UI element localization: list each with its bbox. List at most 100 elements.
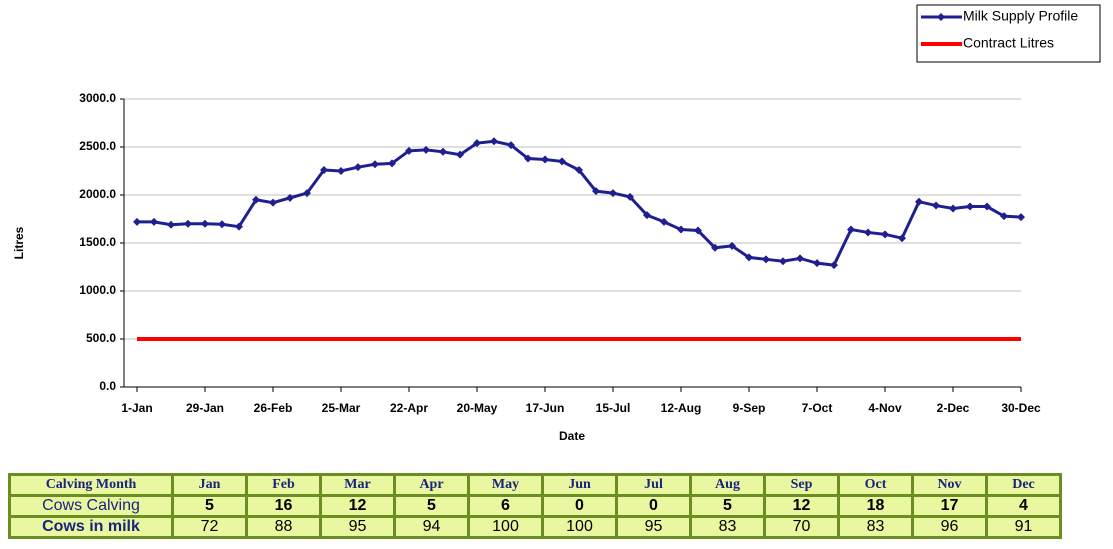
data-point <box>184 219 192 228</box>
data-point <box>660 217 668 226</box>
y-tick-label: 3000.0 <box>79 91 116 105</box>
data-point <box>354 163 362 172</box>
data-point <box>473 139 481 148</box>
calving-table: Calving Month Jan Feb Mar Apr May Jun Jul Aug Sep… <box>8 473 1062 539</box>
table-cell: Apr <box>393 473 470 497</box>
legend-marker <box>937 13 945 21</box>
table-cell: 88 <box>245 515 322 539</box>
y-tick-label: 2500.0 <box>79 139 116 153</box>
x-tick-label: 26-Feb <box>254 401 293 415</box>
table-cell: Aug <box>689 473 766 497</box>
data-point <box>609 189 617 198</box>
table-cell: 16 <box>245 494 322 518</box>
table-cell: 18 <box>837 494 914 518</box>
data-point <box>881 230 889 239</box>
data-point <box>405 146 413 155</box>
table-cell: 72 <box>171 515 248 539</box>
table-cell: 5 <box>689 494 766 518</box>
data-point <box>745 253 753 262</box>
table-cell: 95 <box>615 515 692 539</box>
x-tick-label: 29-Jan <box>186 401 224 415</box>
data-point <box>422 145 430 154</box>
x-tick-label: 4-Nov <box>868 401 902 415</box>
table-cell: 6 <box>467 494 544 518</box>
data-point <box>864 228 872 237</box>
data-point <box>541 155 549 164</box>
y-tick-label: 2000.0 <box>79 187 116 201</box>
y-tick-label: 1500.0 <box>79 235 116 249</box>
x-tick-label: 22-Apr <box>390 401 428 415</box>
table-cell: Calving Month <box>8 473 174 497</box>
table-cell: 91 <box>985 515 1062 539</box>
data-point <box>337 167 345 175</box>
table-cell: 5 <box>171 494 248 518</box>
y-axis-label: Litres <box>12 226 26 259</box>
x-axis-label: Date <box>559 429 585 443</box>
data-point <box>150 217 158 226</box>
table-cell: 100 <box>541 515 618 539</box>
x-tick-label: 25-Mar <box>322 401 361 415</box>
data-point <box>932 201 940 210</box>
y-tick-label: 1000.0 <box>79 283 116 297</box>
x-tick-label: 12-Aug <box>661 401 702 415</box>
table-cell: Feb <box>245 473 322 497</box>
data-point <box>286 193 294 202</box>
table-row: Cows in milk 72 88 95 94 100 100 95 83 70 83 96 91 <box>8 515 1062 539</box>
data-point <box>1017 213 1025 222</box>
x-tick-label: 20-May <box>457 401 498 415</box>
x-tick-label: 9-Sep <box>733 401 766 415</box>
data-point <box>235 222 243 231</box>
data-point <box>626 192 634 201</box>
table-cell: 94 <box>393 515 470 539</box>
table-cell: 5 <box>393 494 470 518</box>
data-point <box>592 187 600 196</box>
x-tick-label: 7-Oct <box>802 401 833 415</box>
table-cell: 96 <box>911 515 988 539</box>
data-point <box>779 257 787 266</box>
table-cell: 0 <box>541 494 618 518</box>
data-point <box>388 159 396 168</box>
data-point <box>269 198 277 207</box>
chart: Litres Date 0.0 500.0 1000.0 1500.0 2000.0 25… <box>12 4 1101 443</box>
data-point <box>456 150 464 159</box>
data-point <box>1000 212 1008 221</box>
data-point <box>643 211 651 220</box>
table-cell: 12 <box>763 494 840 518</box>
table-cell: Mar <box>319 473 396 497</box>
table-cell: 100 <box>467 515 544 539</box>
data-point <box>949 204 957 213</box>
data-point <box>167 220 175 229</box>
table-cell: 4 <box>985 494 1062 518</box>
data-point <box>439 147 447 156</box>
data-point <box>830 261 838 270</box>
table-cell: 12 <box>319 494 396 518</box>
data-point <box>201 219 209 228</box>
table-row: Cows Calving 5 16 12 5 6 0 0 5 12 18 17 4 <box>8 494 1062 518</box>
data-point <box>575 166 583 175</box>
table-cell: 83 <box>689 515 766 539</box>
legend-box <box>916 4 1101 63</box>
y-tick-label: 0.0 <box>99 379 116 393</box>
data-point <box>711 243 719 252</box>
data-point <box>813 259 821 268</box>
data-point <box>898 234 906 243</box>
data-point <box>133 217 141 226</box>
table-cell: 17 <box>911 494 988 518</box>
data-point <box>694 226 702 235</box>
x-tick-label: 17-Jun <box>526 401 565 415</box>
data-point <box>303 189 311 198</box>
table-cell: Cows in milk <box>8 515 174 539</box>
data-point <box>966 202 974 211</box>
data-point <box>320 166 328 175</box>
table-cell: Dec <box>985 473 1062 497</box>
table-cell: 70 <box>763 515 840 539</box>
x-tick-label: 2-Dec <box>937 401 970 415</box>
table-cell: 95 <box>319 515 396 539</box>
data-point <box>915 197 923 206</box>
data-point <box>847 225 855 234</box>
table-cell: Jul <box>615 473 692 497</box>
x-tick-label: 30-Dec <box>1001 401 1041 415</box>
data-point <box>983 202 991 211</box>
table-cell: Jan <box>171 473 248 497</box>
